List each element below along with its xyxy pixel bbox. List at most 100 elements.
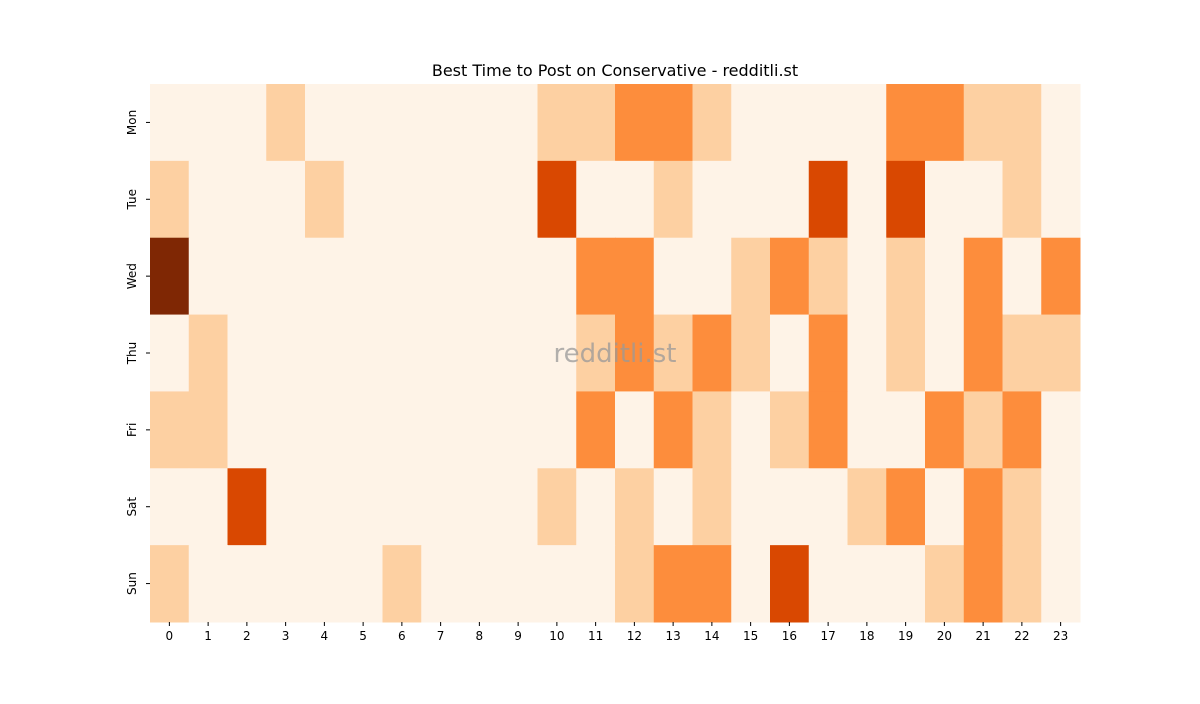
heatmap-cell <box>266 545 306 623</box>
x-tick-label: 9 <box>514 629 522 643</box>
y-tick-label: Tue <box>125 189 139 211</box>
heatmap-cell <box>770 160 810 239</box>
heatmap-cell <box>266 84 306 162</box>
heatmap-cell <box>770 314 810 392</box>
heatmap-cell <box>305 84 345 162</box>
heatmap-cell <box>963 468 1003 546</box>
heatmap-cell <box>886 314 926 392</box>
heatmap-cell <box>653 160 693 239</box>
heatmap-cell <box>266 391 306 469</box>
x-tick-label: 14 <box>704 629 719 643</box>
heatmap-cell <box>770 391 810 469</box>
heatmap-cell <box>808 468 848 546</box>
heatmap-cell <box>460 314 500 392</box>
heatmap-cell <box>653 391 693 469</box>
heatmap-cell <box>925 391 965 469</box>
heatmap-cell <box>615 314 655 392</box>
heatmap-cell <box>305 468 345 546</box>
heatmap-cell <box>343 160 383 239</box>
heatmap-cell <box>227 237 267 316</box>
heatmap-cell <box>615 160 655 239</box>
y-tick-label: Sun <box>125 572 139 595</box>
heatmap-cell <box>305 391 345 469</box>
heatmap-cell <box>963 237 1003 316</box>
heatmap-cell <box>731 84 771 162</box>
heatmap-cell <box>847 391 887 469</box>
heatmap-cell <box>963 545 1003 623</box>
heatmap-cell <box>227 391 267 469</box>
heatmap-cell <box>227 160 267 239</box>
heatmap-cell <box>537 84 577 162</box>
heatmap-cell <box>460 391 500 469</box>
heatmap-cell <box>1002 160 1042 239</box>
y-tick-label: Thu <box>125 342 139 366</box>
heatmap-cell <box>382 160 422 239</box>
heatmap-cell <box>576 160 616 239</box>
heatmap-cell <box>382 237 422 316</box>
heatmap-cell <box>847 314 887 392</box>
heatmap-cell <box>731 391 771 469</box>
x-tick-label: 5 <box>359 629 367 643</box>
x-tick-label: 8 <box>476 629 484 643</box>
heatmap-cell <box>886 160 926 239</box>
heatmap-cell <box>227 545 267 623</box>
heatmap-cell <box>1041 314 1081 392</box>
heatmap-cell <box>1002 545 1042 623</box>
heatmap-cell <box>692 314 732 392</box>
x-tick-label: 18 <box>859 629 874 643</box>
heatmap-cell <box>421 468 461 546</box>
heatmap-cell <box>925 237 965 316</box>
heatmap-cell <box>305 314 345 392</box>
heatmap-cell <box>1041 545 1081 623</box>
heatmap-cell <box>615 545 655 623</box>
heatmap-cell <box>731 314 771 392</box>
heatmap-cell <box>615 468 655 546</box>
x-tick-label: 19 <box>898 629 913 643</box>
heatmap-cell <box>382 314 422 392</box>
heatmap-cell <box>1041 468 1081 546</box>
heatmap-cell <box>150 160 190 239</box>
heatmap-cell <box>537 468 577 546</box>
heatmap-cell <box>498 468 538 546</box>
heatmap-cell <box>576 468 616 546</box>
heatmap-cell <box>343 391 383 469</box>
heatmap-cell <box>886 237 926 316</box>
heatmap-cell <box>498 314 538 392</box>
heatmap-cell <box>498 391 538 469</box>
chart-title: Best Time to Post on Conservative - redd… <box>432 61 798 80</box>
x-tick-label: 3 <box>282 629 290 643</box>
heatmap-cell <box>925 545 965 623</box>
heatmap-cell <box>925 314 965 392</box>
heatmap-cell <box>808 237 848 316</box>
heatmap-cell <box>227 84 267 162</box>
heatmap-cell <box>188 314 228 392</box>
heatmap-cell <box>731 545 771 623</box>
heatmap-cell <box>692 468 732 546</box>
x-tick-label: 10 <box>549 629 564 643</box>
heatmap-cell <box>305 237 345 316</box>
heatmap-cell <box>1002 237 1042 316</box>
x-tick-label: 2 <box>243 629 251 643</box>
heatmap-cell <box>460 160 500 239</box>
heatmap-cell <box>498 545 538 623</box>
heatmap-cell <box>150 391 190 469</box>
heatmap-cell <box>460 468 500 546</box>
heatmap-cell <box>1002 314 1042 392</box>
heatmap-cell <box>770 84 810 162</box>
heatmap-cell <box>188 160 228 239</box>
heatmap-cell <box>615 237 655 316</box>
heatmap-cell <box>266 237 306 316</box>
heatmap-cell <box>266 160 306 239</box>
x-tick-label: 7 <box>437 629 445 643</box>
heatmap-cell <box>653 545 693 623</box>
x-tick-label: 23 <box>1053 629 1068 643</box>
heatmap-cell <box>460 84 500 162</box>
heatmap-cell <box>653 468 693 546</box>
heatmap-cell <box>498 237 538 316</box>
heatmap-cell <box>188 545 228 623</box>
heatmap-cell <box>886 84 926 162</box>
heatmap-cell <box>188 468 228 546</box>
heatmap-cell <box>653 84 693 162</box>
x-tick-label: 22 <box>1014 629 1029 643</box>
